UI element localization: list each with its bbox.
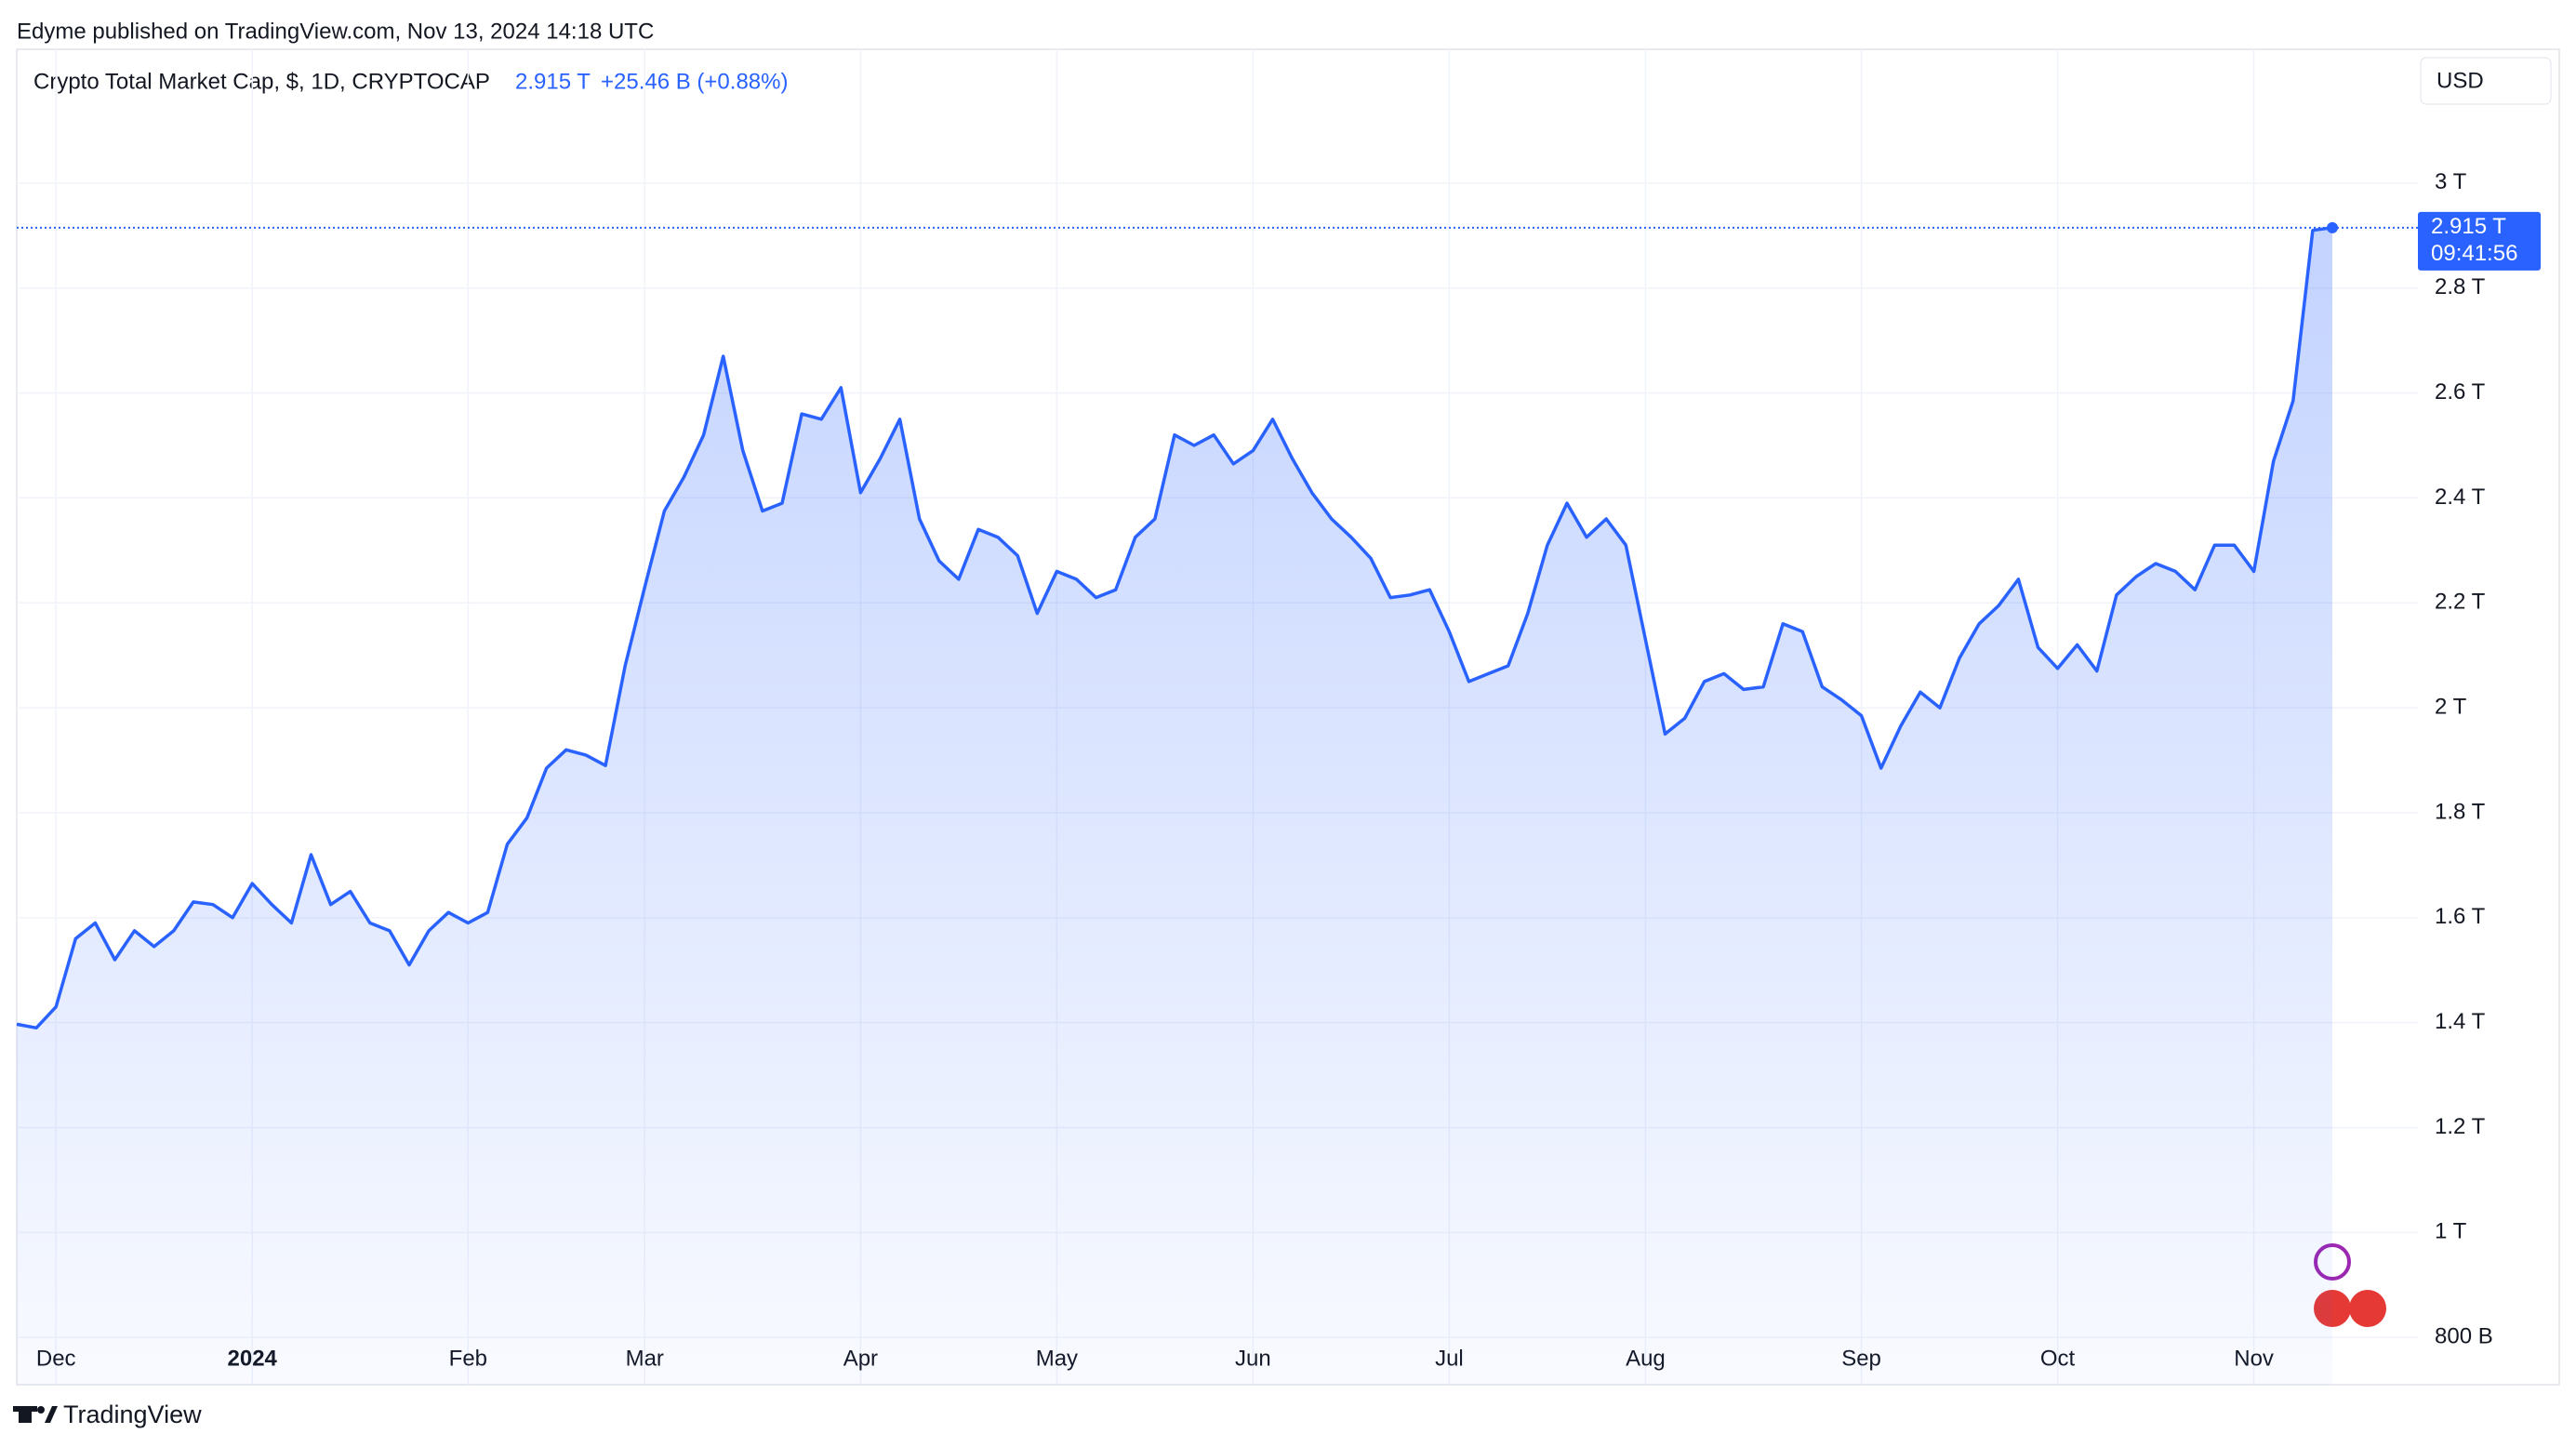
publisher: Edyme published on TradingView.com, Nov … (17, 19, 654, 44)
y-tick-label: 800 B (2435, 1324, 2493, 1349)
logo (13, 1406, 58, 1423)
y-tick-label: 1.4 T (2435, 1009, 2486, 1034)
price: 2.915 T (515, 69, 591, 94)
line (16, 226, 2333, 1030)
currency-button[interactable] (2420, 57, 2552, 105)
brand: TradingView (63, 1401, 202, 1428)
y-tick-label: 2.4 T (2435, 485, 2486, 510)
y-tick-label: 2.6 T (2435, 379, 2486, 405)
symbol-title: Crypto Total Market Cap, $, 1D, CRYPTOCA… (33, 69, 490, 94)
price-tag (2418, 211, 2541, 271)
y-tick-label: 1 T (2435, 1219, 2467, 1244)
y-tick-label: 1.2 T (2435, 1114, 2486, 1139)
y-tick-label: 1.8 T (2435, 799, 2486, 824)
currency[interactable]: USD (2437, 68, 2484, 93)
y-tick-label: 2.2 T (2435, 590, 2486, 615)
change: +25.46 B (+0.88%) (601, 69, 788, 94)
last-point (2327, 221, 2338, 233)
y-tick-label: 2 T (2435, 694, 2467, 719)
y-tick-label: 2.8 T (2435, 274, 2486, 299)
countdown: 09:41:56 (2431, 241, 2517, 266)
y-tick-label: 1.6 T (2435, 904, 2486, 929)
y-tick-label: 3 T (2435, 169, 2467, 194)
price-tag-label: 2.915 T (2431, 214, 2506, 239)
area (17, 227, 2332, 1385)
